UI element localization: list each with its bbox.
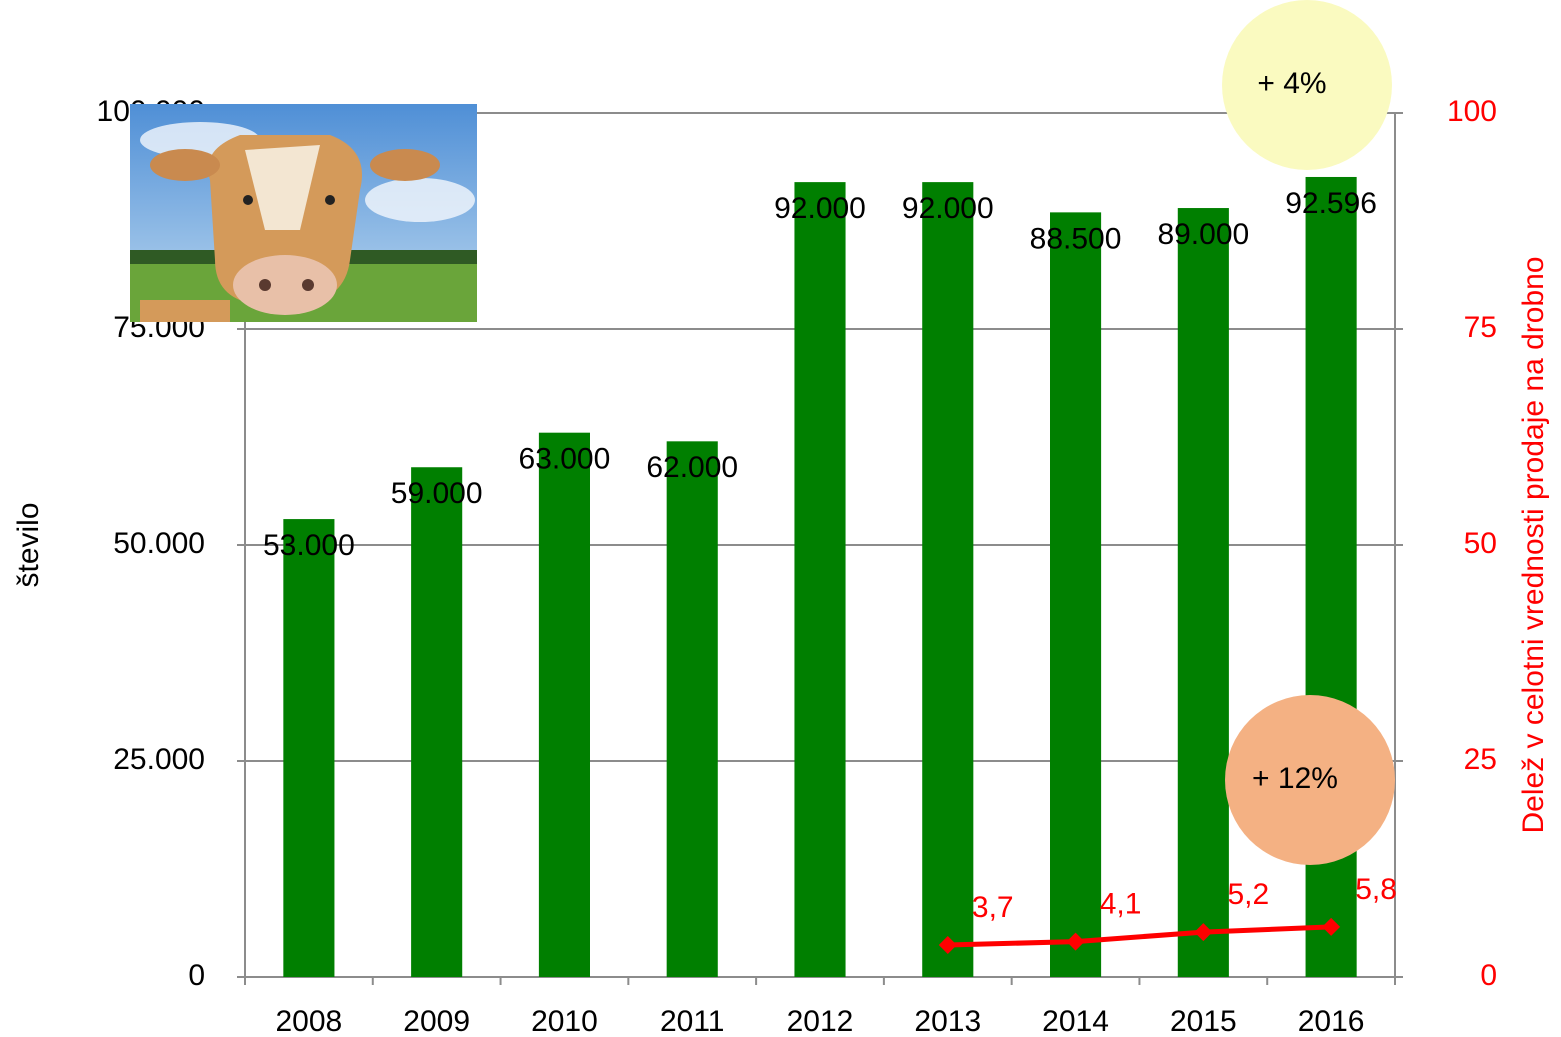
y-tick-label: 50.000 bbox=[113, 527, 205, 560]
bar-value-label: 92.596 bbox=[1285, 187, 1377, 220]
annotations: + 4% + 12% bbox=[1222, 0, 1395, 865]
bar-value-label: 62.000 bbox=[646, 451, 738, 484]
bar bbox=[794, 182, 846, 977]
annotation: + 4% bbox=[1257, 67, 1326, 100]
x-tick-label: 2015 bbox=[1170, 1005, 1237, 1037]
annotation-bubble bbox=[1225, 695, 1395, 865]
y2-tick-label: 25 bbox=[1464, 743, 1497, 776]
bar bbox=[1050, 212, 1102, 978]
line-value-label: 5,2 bbox=[1227, 878, 1269, 911]
y2-tick-label: 75 bbox=[1464, 311, 1497, 344]
line-value-label: 4,1 bbox=[1100, 887, 1142, 920]
line-marker bbox=[1322, 917, 1341, 936]
line-value-label: 5,8 bbox=[1355, 873, 1397, 906]
y2-tick-label: 0 bbox=[1480, 959, 1497, 992]
annotation-bubble bbox=[1222, 0, 1392, 170]
bar-value-label: 88.500 bbox=[1030, 222, 1122, 255]
x-tick-label: 2016 bbox=[1298, 1005, 1365, 1037]
x-tick-label: 2012 bbox=[787, 1005, 854, 1037]
line-value-label: 3,7 bbox=[972, 891, 1014, 924]
x-tick-label: 2010 bbox=[531, 1005, 598, 1037]
bar-value-label: 53.000 bbox=[263, 529, 355, 562]
y2-tick-label: 100 bbox=[1447, 95, 1497, 128]
bar bbox=[1177, 208, 1229, 978]
bar-value-label: 89.000 bbox=[1157, 218, 1249, 251]
bar-value-label: 92.000 bbox=[774, 192, 866, 225]
cow-photo bbox=[130, 104, 477, 322]
line-marker bbox=[938, 936, 957, 955]
bar bbox=[411, 467, 463, 977]
y2-tick-label: 50 bbox=[1464, 527, 1497, 560]
line-marker bbox=[1066, 932, 1085, 951]
x-tick-label: 2013 bbox=[914, 1005, 981, 1037]
x-tick-label: 2009 bbox=[403, 1005, 470, 1037]
bar bbox=[538, 432, 590, 977]
bar-value-label: 92.000 bbox=[902, 192, 994, 225]
bar-value-label: 63.000 bbox=[519, 443, 611, 476]
y2-axis-label: Delež v celotni vrednosti prodaje na dro… bbox=[1517, 256, 1550, 833]
y-tick-label: 25.000 bbox=[113, 743, 205, 776]
bar bbox=[283, 519, 335, 977]
bar-value-label: 59.000 bbox=[391, 477, 483, 510]
x-tick-label: 2014 bbox=[1042, 1005, 1109, 1037]
bar bbox=[666, 441, 718, 977]
line-marker bbox=[1194, 923, 1213, 942]
x-tick-label: 2008 bbox=[276, 1005, 343, 1037]
annotation: + 12% bbox=[1252, 762, 1338, 795]
line bbox=[947, 924, 1332, 948]
plot: 025.00050.00075.000100.0000255075100štev… bbox=[12, 95, 1550, 1037]
x-tick-label: 2011 bbox=[660, 1005, 725, 1037]
y-tick-label: 0 bbox=[188, 959, 205, 992]
y-axis-label: število bbox=[12, 502, 45, 587]
bar bbox=[922, 182, 974, 977]
